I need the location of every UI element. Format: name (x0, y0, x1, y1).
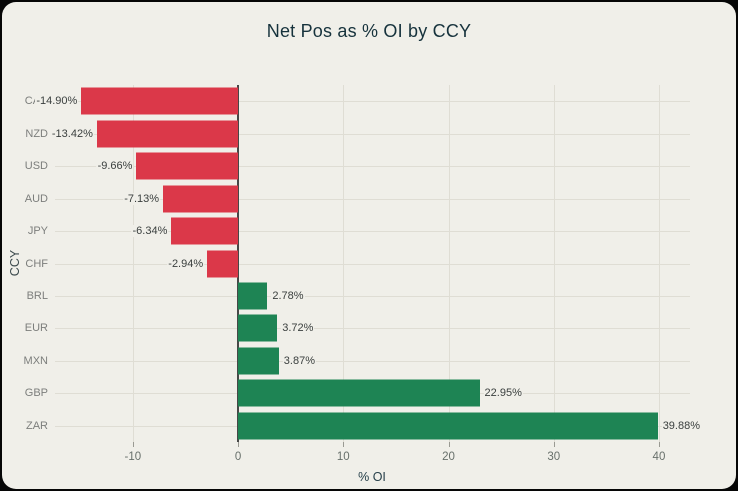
chart-title: Net Pos as % OI by CCY (266, 21, 472, 41)
category-label-jpy: JPY (27, 225, 48, 238)
value-label-usd: -9.66% (96, 160, 134, 173)
value-label-zar: 39.88% (661, 419, 701, 432)
x-axis-title: % OI (358, 470, 386, 484)
vertical-gridline (132, 85, 134, 442)
category-label-chf: CHF (25, 257, 48, 270)
horizontal-gridline (55, 360, 690, 362)
x-tick-mark (448, 442, 450, 447)
bar-jpy (171, 217, 239, 245)
horizontal-gridline (55, 198, 690, 200)
bar-gbp (238, 379, 480, 407)
category-label-brl: BRL (26, 289, 48, 302)
category-label-nzd: NZD (25, 127, 48, 140)
bar-chf (207, 250, 239, 277)
x-tick-mark (658, 442, 660, 447)
category-label-eur: EUR (24, 322, 48, 335)
vertical-gridline (553, 85, 555, 442)
category-label-aud: AUD (24, 192, 48, 205)
value-label-jpy: -6.34% (131, 225, 169, 238)
category-label-zar: ZAR (26, 419, 48, 432)
horizontal-gridline (55, 231, 690, 233)
horizontal-gridline (55, 133, 690, 135)
horizontal-gridline (55, 295, 690, 297)
value-label-nzd: -13.42% (50, 127, 94, 140)
x-tick-label: 20 (442, 451, 455, 463)
value-label-mxn: 3.87% (282, 354, 316, 367)
y-axis-title: CCY (8, 249, 22, 277)
value-label-cad: -14.90% (35, 95, 79, 108)
horizontal-gridline (55, 328, 690, 330)
x-tick-mark (343, 442, 345, 447)
horizontal-gridline (55, 263, 690, 265)
bar-usd (136, 152, 239, 180)
zero-axis-line (237, 85, 240, 442)
x-tick-mark (238, 442, 240, 447)
value-label-chf: -2.94% (167, 257, 205, 270)
bar-cad (81, 87, 239, 115)
x-tick-label: 40 (652, 451, 666, 463)
x-tick-label: -10 (124, 451, 142, 463)
category-label-gbp: GBP (24, 387, 48, 400)
bar-brl (238, 282, 268, 310)
vertical-gridline (448, 85, 450, 442)
bar-eur (238, 314, 278, 342)
x-tick-mark (553, 442, 555, 447)
value-label-gbp: 22.95% (483, 387, 523, 400)
vertical-gridline (658, 85, 660, 442)
x-tick-label: 0 (234, 451, 242, 463)
category-label-usd: USD (24, 160, 48, 173)
x-tick-mark (132, 442, 134, 447)
bar-aud (163, 185, 239, 213)
horizontal-gridline (55, 101, 690, 103)
plot-area: -10010203040CAD-14.90%NZD-13.42%USD-9.66… (24, 85, 701, 463)
bar-nzd (96, 120, 239, 148)
bar-mxn (238, 347, 279, 375)
vertical-gridline (343, 85, 345, 442)
category-label-mxn: MXN (23, 354, 48, 367)
horizontal-gridline (55, 166, 690, 168)
x-tick-label: 10 (336, 451, 350, 463)
bar-zar (238, 412, 658, 440)
value-label-aud: -7.13% (123, 192, 161, 205)
x-tick-label: 30 (547, 451, 561, 463)
value-label-eur: 3.72% (281, 322, 315, 335)
value-label-brl: 2.78% (271, 289, 305, 302)
